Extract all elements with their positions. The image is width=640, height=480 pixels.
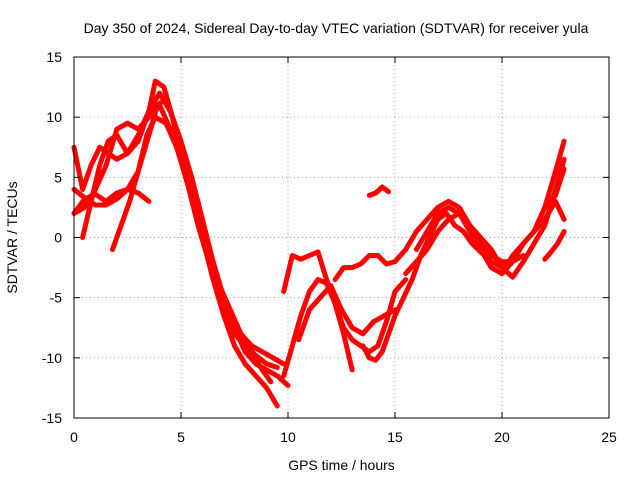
series-pass-2: [71, 186, 152, 216]
x-axis-title: GPS time / hours: [288, 457, 395, 473]
y-tick-label: 0: [54, 230, 62, 246]
y-tick-label: 15: [46, 49, 62, 65]
x-tick-label: 10: [280, 429, 296, 445]
tick-labels: 0 5 10 15 20 25 15 10 5 0 -5 -10 -15: [42, 49, 617, 445]
y-axis-title: SDTVAR / TECUs: [4, 181, 20, 293]
series-pass-6: [110, 114, 287, 367]
y-tick-label: 10: [46, 109, 62, 125]
y-tick-label: 5: [54, 169, 62, 185]
series-pass-17: [531, 166, 567, 234]
x-tick-label: 20: [494, 429, 510, 445]
series-pass-12: [366, 184, 392, 198]
x-tick-label: 15: [387, 429, 403, 445]
y-tick-label: -15: [42, 410, 62, 426]
series-pass-9: [281, 277, 409, 379]
series-group: [71, 78, 567, 409]
series-pass-8: [296, 283, 398, 343]
x-tick-label: 25: [601, 429, 617, 445]
x-tick-label: 5: [177, 429, 185, 445]
y-tick-label: -5: [50, 290, 63, 306]
y-tick-label: -10: [42, 350, 62, 366]
series-pass-13: [403, 156, 567, 280]
x-tick-label: 0: [70, 429, 78, 445]
series-pass-4: [80, 78, 280, 409]
chart-title: Day 350 of 2024, Sidereal Day-to-day VTE…: [84, 20, 589, 36]
series-pass-10: [332, 198, 526, 283]
axis-ticks: [73, 56, 610, 419]
series-pass-16: [542, 229, 567, 262]
